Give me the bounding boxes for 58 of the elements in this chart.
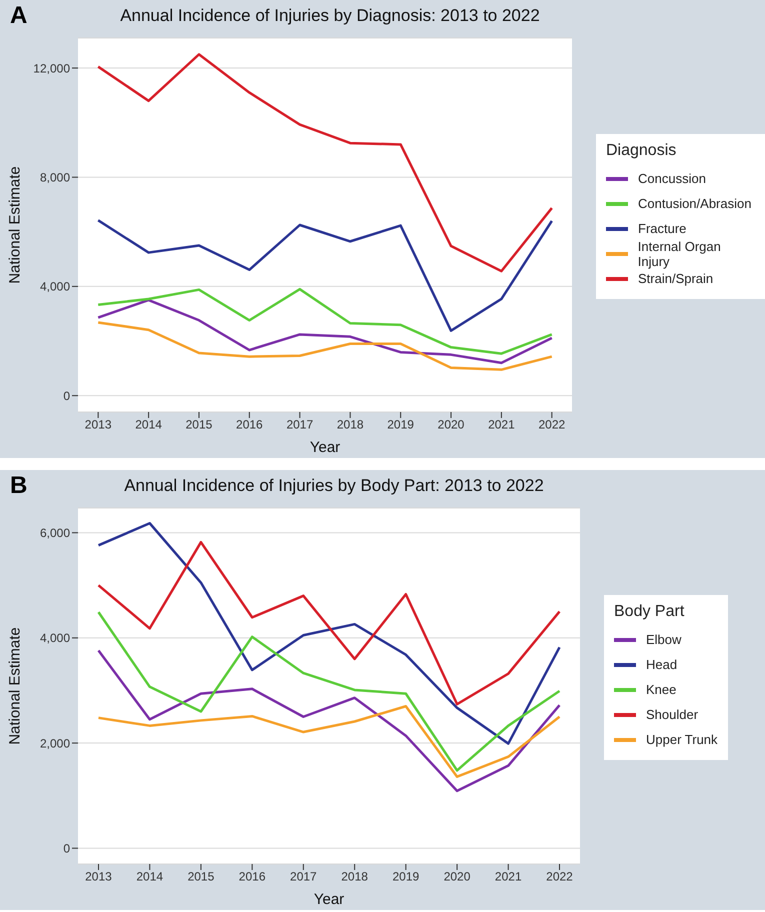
x-axis-title: Year	[314, 891, 344, 908]
line-series	[96, 288, 554, 355]
line-series	[97, 704, 561, 778]
x-tick-label: 2018	[341, 870, 368, 884]
line-series	[96, 321, 554, 371]
x-tick-label: 2018	[336, 418, 364, 432]
x-tick-label: 2021	[494, 870, 522, 884]
legend-label: Internal Organ Injury	[638, 238, 722, 268]
x-tick-label: 2019	[387, 418, 414, 432]
y-tick-label: 0	[63, 388, 70, 403]
chart-title: Annual Incidence of Injuries by Diagnosis: 2013 to 2022	[119, 6, 541, 26]
y-axis-title: National Estimate	[6, 627, 24, 745]
legend-label: Contusion/Abrasion	[638, 196, 752, 211]
y-axis-title: National Estimate	[6, 166, 24, 284]
x-tick-label: 2022	[538, 418, 566, 432]
x-tick-label: 2014	[135, 418, 162, 432]
y-tick-label: 6,000	[40, 526, 70, 540]
legend-title: Diagnosis	[606, 142, 678, 160]
chart-title: Annual Incidence of Injuries by Body Part: 2013 to 2022	[123, 476, 545, 496]
x-tick-label: 2014	[136, 870, 164, 884]
legend-label: Knee	[646, 682, 676, 697]
x-tick-label: 2017	[286, 418, 314, 432]
x-tick-label: 2017	[290, 870, 318, 884]
line-series	[97, 610, 561, 772]
legend-label: Shoulder	[646, 707, 698, 722]
x-tick-label: 2015	[188, 870, 215, 884]
x-tick-label: 2013	[84, 418, 112, 432]
x-tick-label: 2016	[238, 870, 266, 884]
line-series	[96, 219, 554, 332]
y-tick-label: 8,000	[40, 170, 70, 184]
line-series	[97, 540, 561, 706]
legend-label: Fracture	[638, 221, 686, 236]
x-tick-label: 2020	[444, 870, 471, 884]
legend-label: Elbow	[646, 632, 682, 647]
text: B	[10, 472, 28, 500]
x-tick-label: 2016	[236, 418, 264, 432]
x-tick-label: 2021	[488, 418, 516, 432]
x-tick-label: 2020	[438, 418, 465, 432]
y-tick-label: 12,000	[33, 61, 70, 76]
x-tick-label: 2019	[392, 870, 420, 884]
x-tick-label: 2022	[546, 870, 574, 884]
y-tick-label: 0	[63, 841, 70, 856]
x-axis-title: Year	[310, 439, 340, 456]
x-tick-label: 2013	[85, 870, 112, 884]
y-tick-label: 4,000	[40, 631, 70, 646]
y-tick-label: 2,000	[40, 736, 70, 750]
legend-label: Upper Trunk	[646, 732, 718, 747]
y-tick-label: 4,000	[40, 280, 70, 294]
legend-label: Strain/Sprain	[638, 271, 714, 286]
x-tick-label: 2015	[186, 418, 213, 432]
legend-label: Concussion	[638, 171, 706, 186]
line-series	[96, 53, 554, 272]
legend-label: Head	[646, 657, 678, 672]
line-series	[97, 649, 561, 792]
line-series	[96, 298, 554, 364]
text: A	[10, 2, 28, 30]
legend-title: Body Part	[614, 603, 686, 621]
line-series	[97, 522, 561, 745]
